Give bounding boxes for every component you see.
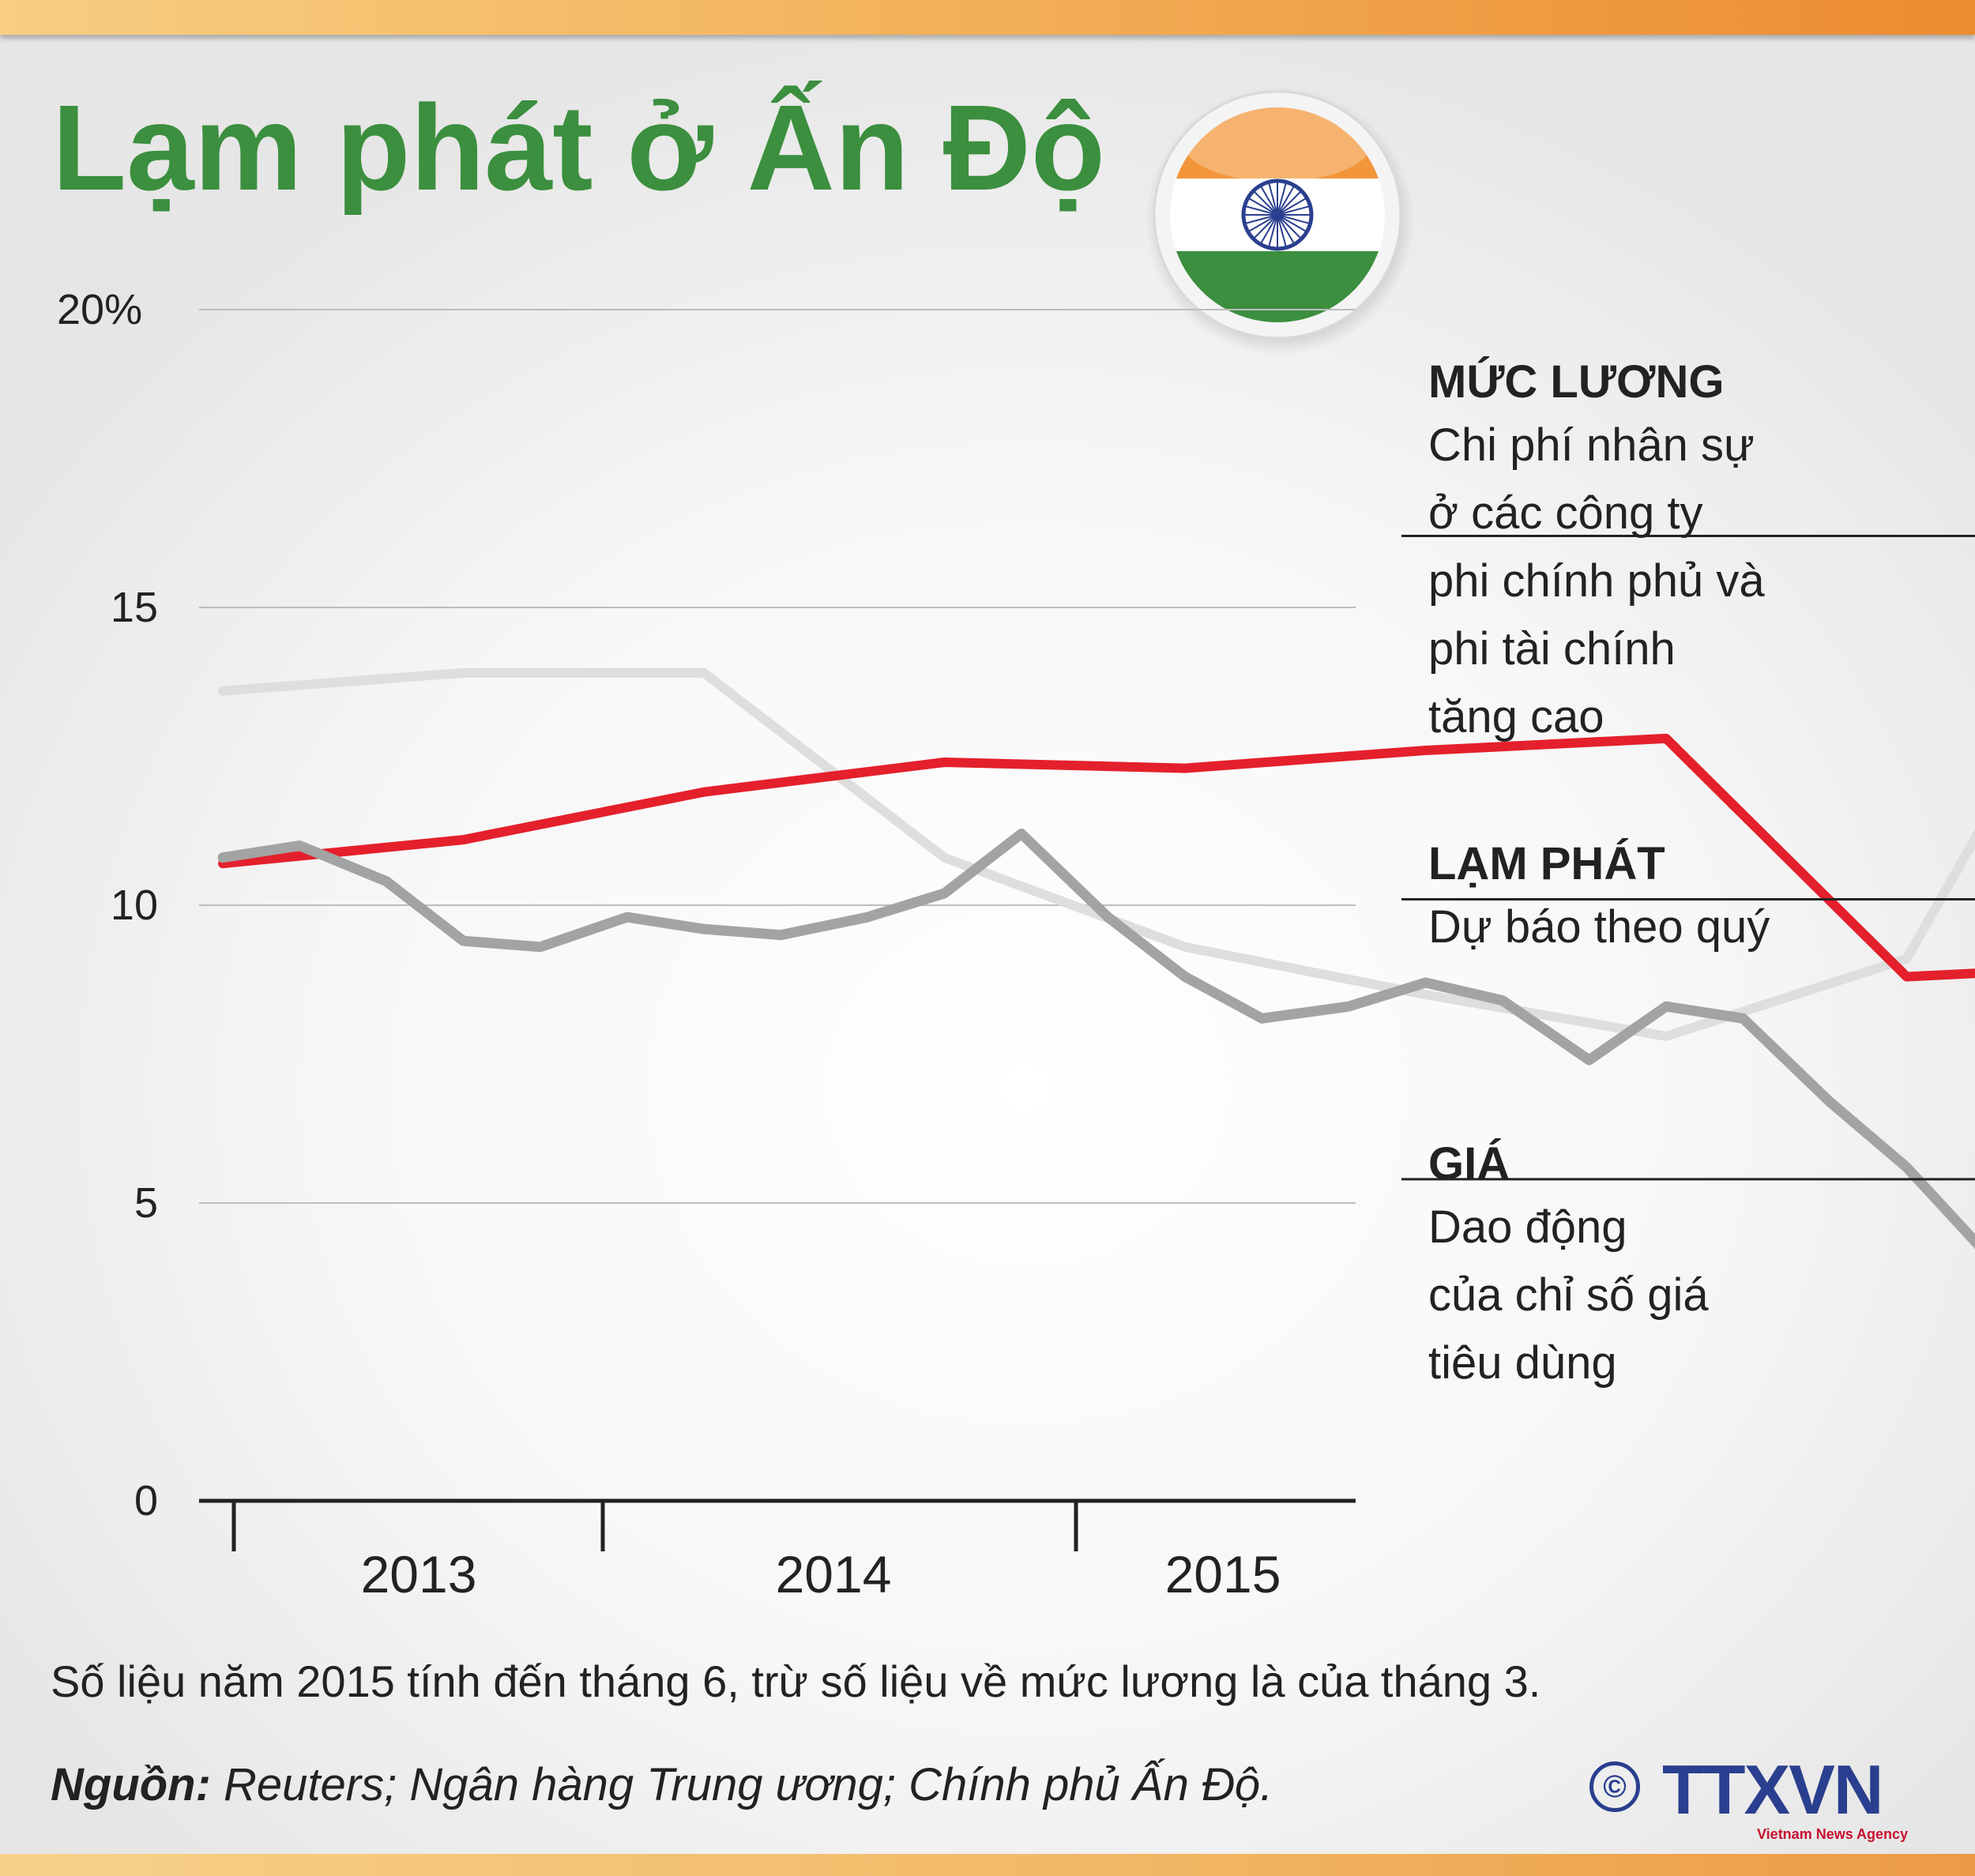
copyright-icon: ©: [1589, 1761, 1640, 1812]
y-tick-label: 15: [111, 584, 158, 631]
footnote: Số liệu năm 2015 tính đến tháng 6, trừ s…: [51, 1656, 1541, 1706]
annotation-gia: GIÁ Dao động của chỉ số giá tiêu dùng: [1428, 1136, 1709, 1397]
logo-wordmark: TTXVN: [1662, 1750, 1883, 1829]
source-text: Reuters; Ngân hàng Trung ương; Chính phủ…: [210, 1759, 1273, 1810]
x-axis: 2013 2014 2015: [199, 1498, 1356, 1603]
line-lam-phat: [218, 733, 1975, 982]
top-decor-bar: [0, 0, 1975, 35]
annotation-muc-luong-text: Chi phí nhân sự ở các công ty phi chính …: [1428, 419, 1765, 743]
bottom-decor-bar: [0, 1854, 1975, 1876]
ttxvn-logo: © TTXVN Vietnam News Agency: [1589, 1754, 1937, 1847]
y-tick-label: 5: [134, 1179, 158, 1227]
line-muc-luong: [218, 667, 1975, 1041]
y-tick-label: 0: [134, 1477, 158, 1524]
y-tick-label: 10: [111, 882, 158, 929]
annotation-muc-luong-title: MỨC LƯƠNG: [1428, 356, 1725, 408]
annotation-gia-title: GIÁ: [1428, 1138, 1510, 1190]
x-tick-label: 2014: [776, 1545, 892, 1603]
annotation-lam-phat-title: LẠM PHÁT: [1428, 838, 1665, 889]
y-axis-ticks: 20% 15 10 5 0: [57, 286, 158, 1524]
series-lines: [217, 667, 1975, 1250]
logo-subtitle: Vietnam News Agency: [1757, 1826, 1909, 1842]
page-title: Lạm phát ở Ấn Độ: [52, 80, 1105, 216]
ashoka-chakra-icon: [1241, 179, 1314, 251]
line-gia: [217, 829, 1975, 1250]
series-leaders: [1401, 535, 1975, 1181]
india-flag-icon: [1146, 87, 1414, 355]
y-tick-label: 20%: [57, 286, 142, 333]
grid-lines: [199, 309, 1356, 1204]
annotation-gia-text: Dao động của chỉ số giá tiêu dùng: [1428, 1201, 1709, 1389]
source-line: Nguồn: Reuters; Ngân hàng Trung ương; Ch…: [51, 1758, 1273, 1811]
annotation-lam-phat: LẠM PHÁT Dự báo theo quý: [1428, 836, 1770, 961]
x-tick-label: 2013: [361, 1545, 477, 1603]
annotation-muc-luong: MỨC LƯƠNG Chi phí nhân sự ở các công ty …: [1428, 354, 1765, 751]
annotation-lam-phat-text: Dự báo theo quý: [1428, 900, 1770, 953]
x-tick-label: 2015: [1165, 1545, 1281, 1603]
source-label: Nguồn:: [51, 1759, 211, 1810]
